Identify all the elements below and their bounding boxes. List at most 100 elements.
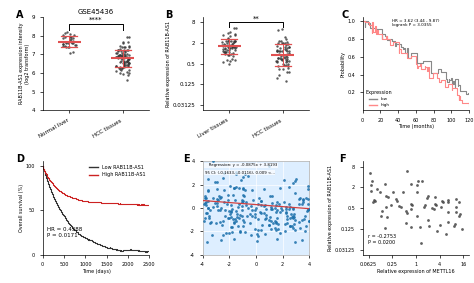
Point	[228, 224, 236, 229]
Point	[226, 212, 234, 216]
Text: F: F	[339, 154, 346, 164]
Point	[211, 179, 219, 184]
Point	[238, 203, 246, 208]
Point	[61, 31, 68, 35]
Point	[273, 219, 280, 224]
Point	[273, 59, 280, 63]
Point	[239, 224, 246, 228]
Point	[273, 58, 281, 63]
Point	[282, 47, 289, 52]
Point	[116, 52, 123, 57]
Point	[228, 44, 236, 49]
Point	[228, 230, 236, 234]
Point	[205, 216, 212, 221]
Point	[452, 210, 460, 214]
Point	[285, 206, 292, 211]
Point	[201, 202, 208, 207]
Point	[252, 212, 259, 216]
Point	[381, 226, 389, 230]
Point	[217, 237, 225, 242]
Point	[242, 200, 250, 204]
Point	[368, 188, 375, 193]
Point	[116, 60, 124, 64]
Point	[430, 207, 438, 212]
Point	[214, 197, 221, 201]
Point	[297, 196, 304, 200]
Point	[209, 205, 217, 209]
Point	[257, 211, 265, 215]
Point	[273, 48, 281, 53]
Point	[228, 209, 235, 214]
Point	[275, 201, 283, 206]
Point	[292, 191, 299, 196]
Point	[261, 203, 269, 207]
Point	[231, 198, 239, 202]
Point	[282, 62, 290, 67]
Point	[304, 207, 312, 212]
Point	[243, 203, 250, 207]
Point	[120, 44, 128, 49]
Point	[389, 190, 397, 195]
Point	[214, 208, 222, 213]
Point	[224, 216, 232, 221]
Point	[222, 39, 230, 43]
Point	[117, 68, 125, 72]
Point	[300, 217, 308, 221]
Point	[262, 213, 270, 217]
Point	[246, 211, 254, 216]
Point	[425, 194, 432, 199]
Point	[408, 203, 416, 207]
Point	[258, 222, 266, 227]
Point	[273, 76, 281, 80]
Point	[219, 46, 227, 51]
Point	[283, 42, 290, 47]
Point	[261, 231, 269, 236]
Point	[60, 33, 67, 38]
Point	[225, 50, 232, 54]
Point	[67, 37, 74, 42]
Point	[125, 61, 132, 65]
Point	[254, 217, 262, 222]
Point	[67, 36, 75, 41]
Point	[120, 59, 128, 64]
Point	[260, 204, 267, 209]
Point	[252, 215, 259, 220]
Point	[123, 59, 131, 63]
Point	[265, 223, 273, 228]
Point	[227, 39, 235, 43]
Point	[64, 45, 71, 49]
Point	[305, 187, 312, 192]
Point	[115, 49, 122, 53]
Point	[289, 216, 297, 220]
Point	[213, 200, 220, 205]
Point	[254, 202, 261, 206]
Point	[224, 30, 232, 35]
Point	[283, 204, 290, 209]
Point	[213, 204, 221, 208]
Point	[221, 52, 229, 56]
Point	[230, 220, 238, 225]
Point	[122, 60, 130, 65]
Point	[125, 57, 133, 61]
Point	[124, 52, 131, 56]
Text: 95 CI: (-0.1633, -0.0116), 0.009 <...: 95 CI: (-0.1633, -0.0116), 0.009 <...	[205, 171, 275, 175]
Point	[255, 195, 263, 200]
Point	[282, 207, 290, 211]
Point	[290, 215, 297, 220]
Point	[220, 199, 228, 204]
Point	[60, 44, 67, 48]
Point	[59, 42, 66, 47]
Point	[211, 201, 219, 205]
Point	[222, 231, 229, 235]
Point	[381, 182, 389, 186]
Point	[122, 50, 129, 54]
Point	[305, 207, 313, 211]
Point	[228, 209, 235, 214]
Point	[366, 171, 374, 176]
Point	[112, 55, 120, 59]
Point	[118, 72, 126, 76]
Point	[278, 56, 285, 61]
Point	[395, 203, 402, 208]
Point	[237, 177, 245, 182]
Point	[279, 67, 287, 72]
